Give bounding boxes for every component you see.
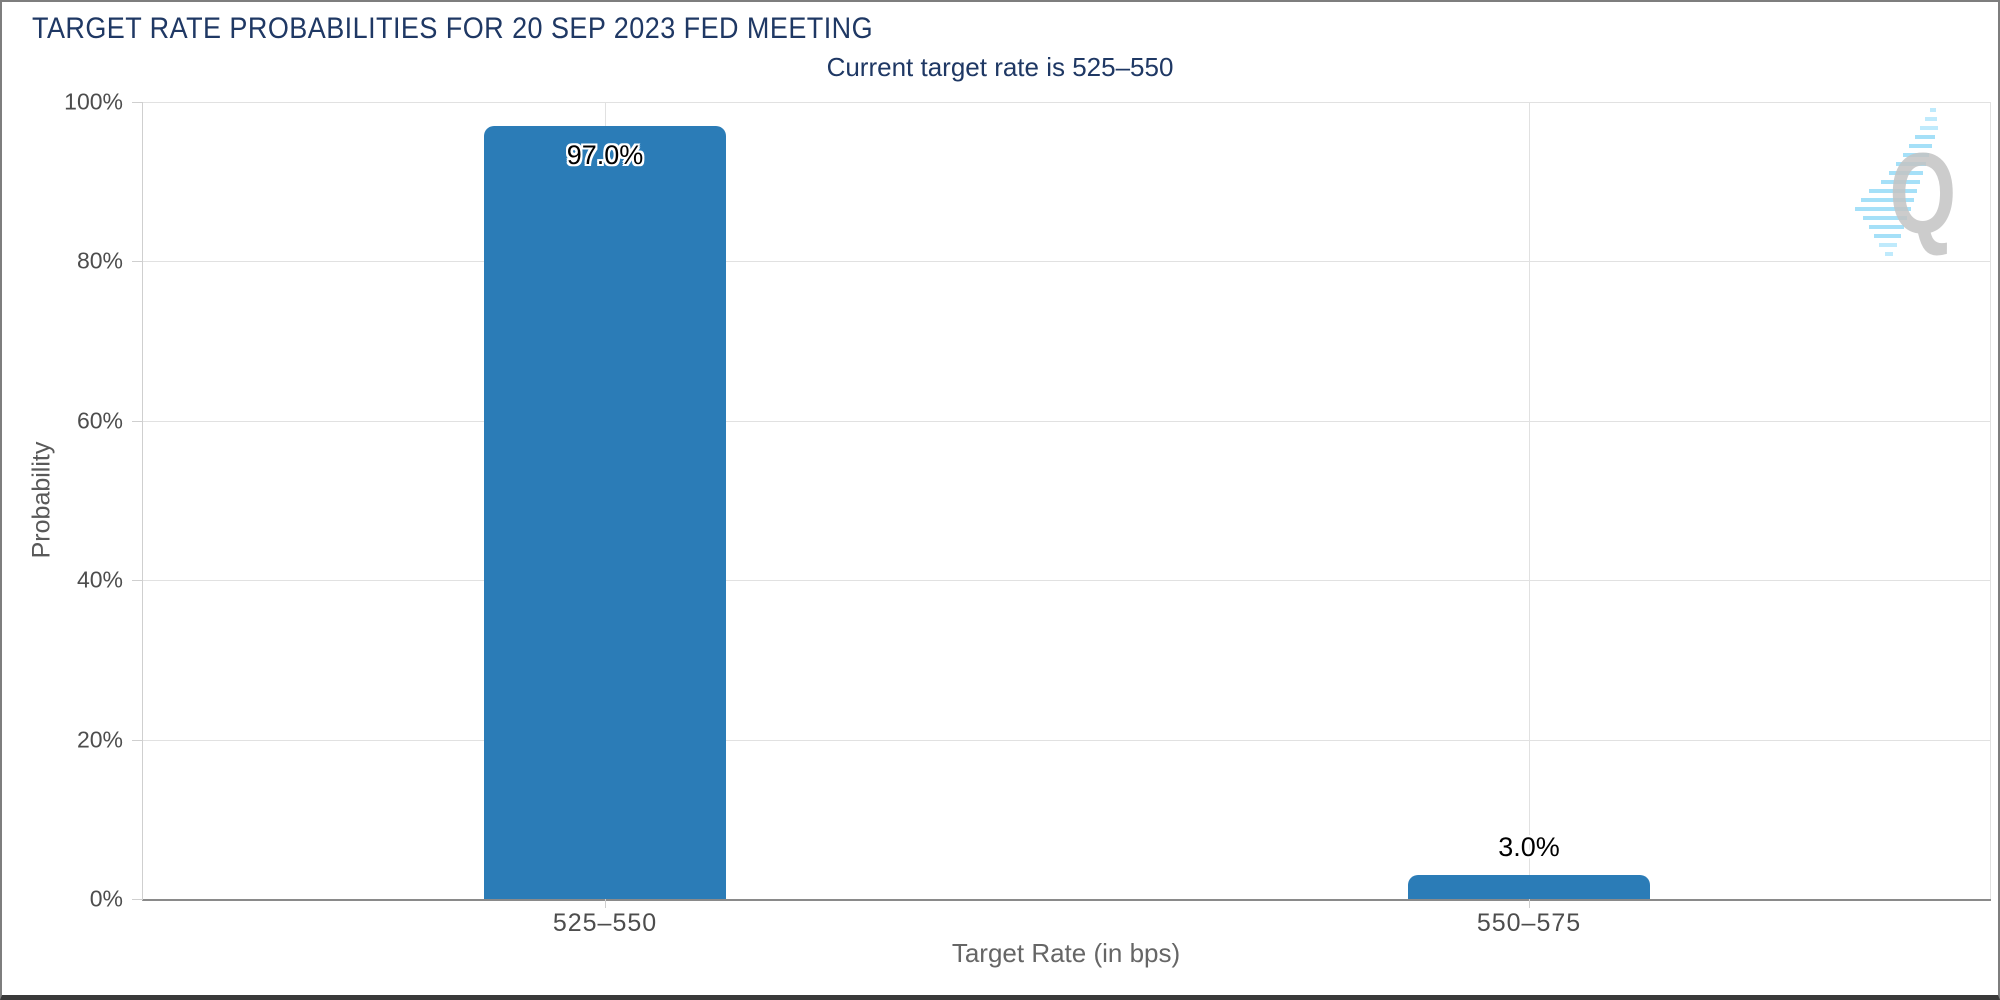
y-tick-mark bbox=[132, 261, 143, 263]
x-tick-label: 550–575 bbox=[1476, 909, 1582, 937]
y-gridline bbox=[143, 102, 1991, 103]
bar-value-label: 97.0% bbox=[566, 139, 644, 170]
logo-swoosh bbox=[1879, 108, 1938, 256]
y-tick-mark bbox=[132, 102, 143, 103]
y-tick-label: 40% bbox=[76, 566, 123, 593]
x-tick-mark bbox=[605, 899, 606, 908]
plot-right-border bbox=[1990, 102, 1991, 899]
y-axis-title: Probability bbox=[27, 441, 56, 559]
chart-subtitle: Current target rate is 525–550 bbox=[826, 52, 1174, 82]
chart-title: TARGET RATE PROBABILITIES FOR 20 SEP 202… bbox=[32, 12, 874, 45]
logo-letter: Q bbox=[1889, 129, 1956, 258]
y-tick-label: 0% bbox=[89, 885, 123, 912]
x-tick-mark bbox=[1529, 899, 1530, 908]
logo-swoosh-main bbox=[1855, 135, 1935, 238]
y-tick-mark bbox=[132, 420, 143, 422]
category-gridline bbox=[1529, 102, 1530, 899]
bar bbox=[1408, 875, 1650, 899]
y-gridline bbox=[143, 261, 1991, 263]
bar bbox=[484, 125, 726, 899]
y-tick-mark bbox=[132, 739, 143, 741]
y-gridline bbox=[143, 580, 1991, 582]
bar-value-label: 3.0% bbox=[1498, 832, 1560, 863]
x-axis-title: Target Rate (in bps) bbox=[951, 938, 1181, 968]
y-tick-label: 20% bbox=[76, 726, 123, 753]
y-tick-mark bbox=[132, 899, 143, 900]
plot-area: 0% 20% 40% 60% 80% 100% 97.0% 525–550 3.0% 550–57… bbox=[64, 89, 1991, 937]
x-tick-label: 525–550 bbox=[552, 909, 658, 937]
q-logo-icon: Q bbox=[1855, 108, 1956, 258]
y-gridline bbox=[143, 420, 1991, 422]
y-tick-mark bbox=[132, 580, 143, 582]
y-gridline bbox=[143, 739, 1991, 741]
y-tick-label: 80% bbox=[76, 247, 123, 274]
y-tick-label: 100% bbox=[64, 88, 123, 115]
y-tick-label: 60% bbox=[76, 407, 123, 434]
